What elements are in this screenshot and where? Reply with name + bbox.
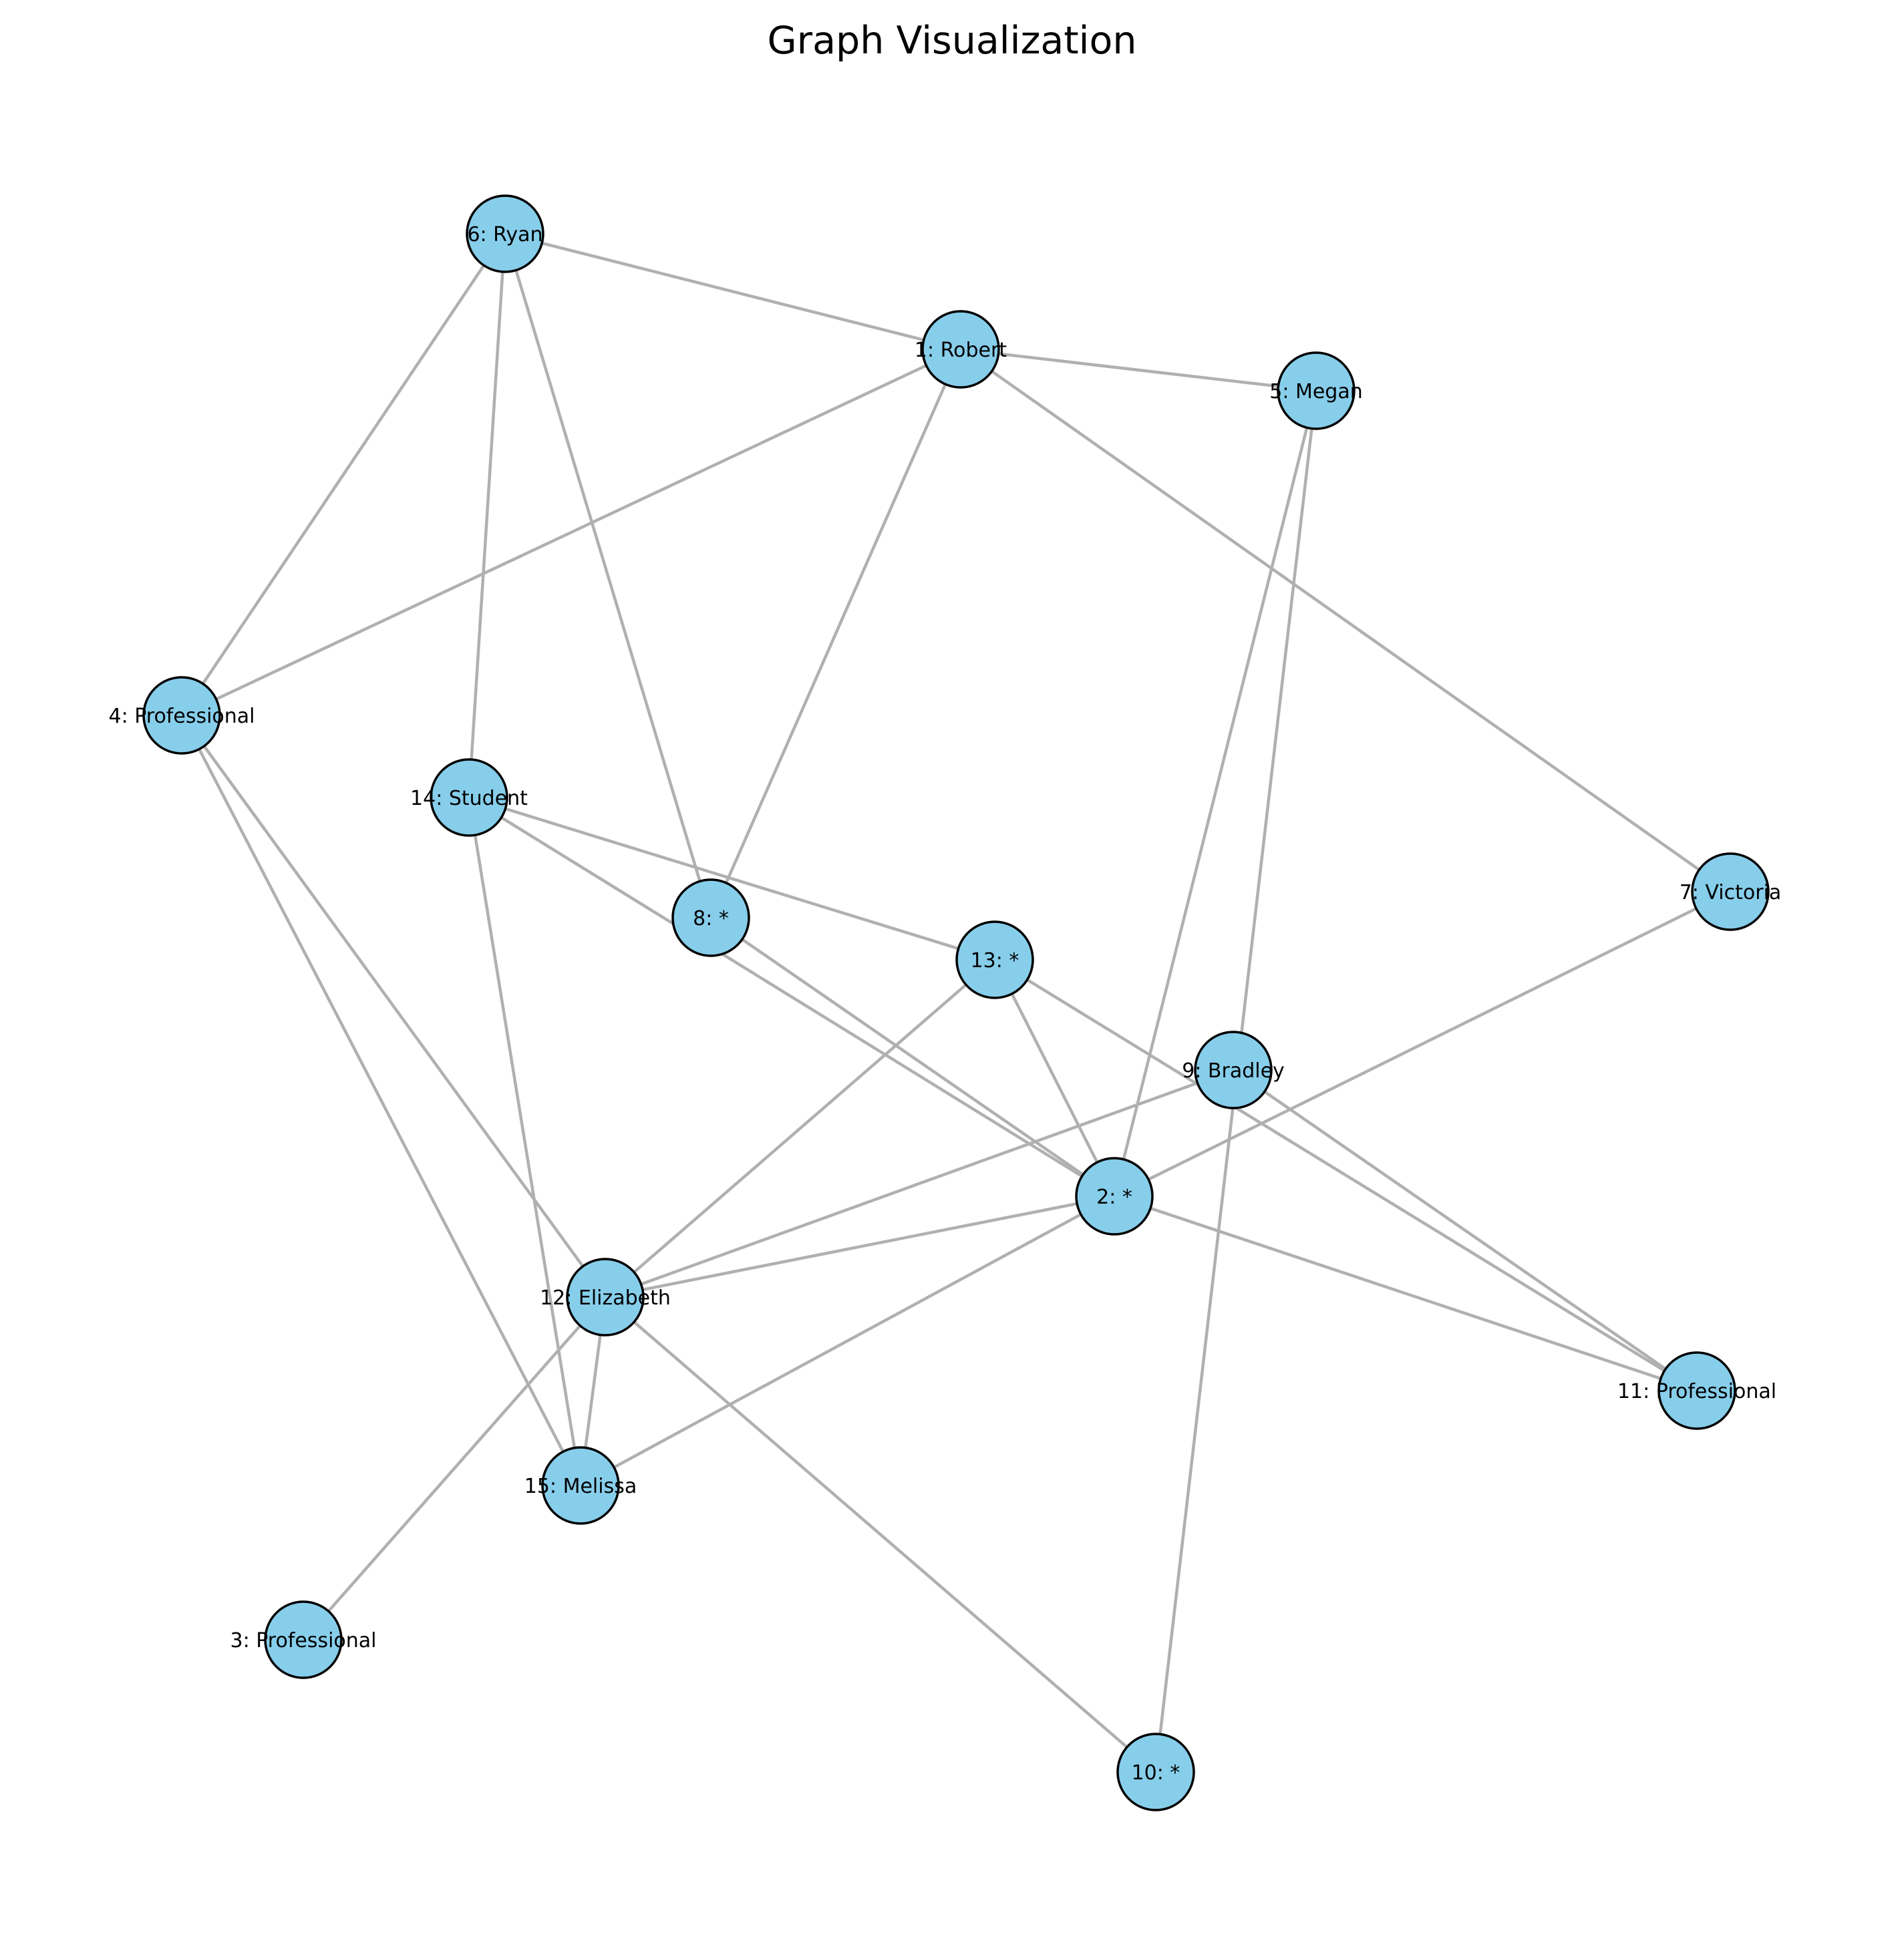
edge-1-8 [709, 349, 963, 918]
edge-6-4 [180, 232, 506, 717]
node-14-circle [430, 758, 508, 837]
node-9: 9: Bradley [1182, 1031, 1285, 1109]
node-7-label: 7: Victoria [1680, 881, 1782, 904]
edge-7-2 [1114, 890, 1731, 1198]
node-13: 13: * [955, 920, 1034, 999]
edge-9-11 [1232, 1069, 1698, 1392]
edge-1-5 [960, 347, 1317, 393]
node-10-label: 10: * [1132, 1761, 1180, 1785]
edge-5-2 [1112, 390, 1318, 1197]
node-12-circle [566, 1258, 645, 1337]
edges-layer [180, 232, 1732, 1773]
node-14: 14: Student [410, 758, 528, 837]
node-8-circle [671, 878, 750, 957]
node-8-label: 8: * [693, 907, 729, 930]
node-5-circle [1277, 351, 1356, 430]
edge-12-3 [302, 1296, 607, 1641]
node-2: 2: * [1075, 1157, 1154, 1236]
edge-13-2 [993, 958, 1116, 1198]
edge-13-11 [993, 958, 1698, 1392]
node-13-label: 13: * [971, 949, 1019, 973]
node-1-label: 1: Robert [915, 339, 1007, 362]
edge-8-2 [709, 916, 1116, 1198]
node-1-circle [921, 310, 1000, 389]
node-10: 10: * [1116, 1733, 1195, 1811]
node-5: 5: Megan [1269, 351, 1363, 430]
node-3: 3: Professional [230, 1600, 377, 1679]
node-5-label: 5: Megan [1269, 380, 1363, 403]
node-9-label: 9: Bradley [1182, 1059, 1285, 1083]
node-3-label: 3: Professional [230, 1629, 376, 1652]
edge-6-8 [503, 233, 713, 918]
edge-9-12 [605, 1068, 1234, 1299]
node-15-label: 15: Melissa [524, 1475, 637, 1498]
node-7: 7: Victoria [1680, 852, 1782, 931]
node-2-label: 2: * [1096, 1186, 1132, 1209]
node-1: 1: Robert [915, 310, 1007, 389]
edge-6-14 [467, 233, 507, 798]
edge-1-7 [959, 348, 1732, 893]
edge-2-15 [579, 1195, 1116, 1487]
edge-14-15 [467, 797, 583, 1486]
node-12-label: 12: Elizabeth [540, 1286, 671, 1310]
node-11-label: 11: Professional [1617, 1380, 1776, 1403]
edge-6-1 [504, 232, 961, 351]
node-3-circle [264, 1600, 343, 1679]
node-7-circle [1691, 852, 1770, 931]
edge-2-11 [1114, 1194, 1698, 1393]
edge-14-13 [468, 796, 995, 962]
node-6-circle [466, 194, 544, 273]
node-4: 4: Professional [108, 676, 255, 755]
node-2-circle [1075, 1157, 1154, 1236]
node-15: 15: Melissa [524, 1446, 637, 1525]
node-11: 11: Professional [1617, 1351, 1776, 1430]
node-10-circle [1116, 1733, 1195, 1811]
node-14-label: 14: Student [410, 787, 528, 810]
node-13-circle [955, 920, 1034, 999]
edge-4-15 [180, 714, 582, 1487]
node-15-circle [541, 1446, 620, 1525]
node-6-label: 6: Ryan [467, 223, 542, 246]
node-4-circle [142, 676, 221, 755]
node-12: 12: Elizabeth [540, 1258, 671, 1337]
edge-13-12 [604, 958, 996, 1298]
nodes-layer: 1: Robert 2: * 3: Professional 4: Professio… [108, 194, 1782, 1811]
edge-1-4 [181, 347, 961, 717]
edge-4-12 [180, 714, 607, 1298]
edge-2-12 [605, 1194, 1115, 1299]
node-11-circle [1657, 1351, 1736, 1430]
node-9-circle [1194, 1031, 1273, 1109]
node-4-label: 4: Professional [108, 705, 255, 728]
graph-title: Graph Visualization [768, 19, 1137, 63]
node-6: 6: Ryan [466, 194, 544, 273]
edge-12-10 [604, 1296, 1157, 1773]
node-8: 8: * [671, 878, 750, 957]
edge-14-2 [468, 796, 1116, 1198]
